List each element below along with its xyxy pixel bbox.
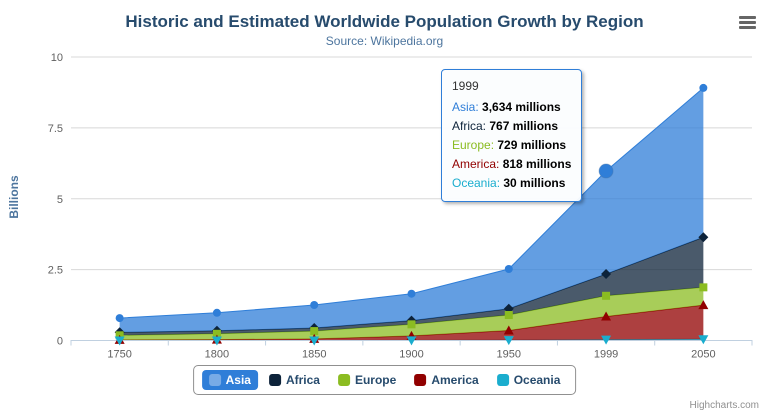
legend-item-label: America — [431, 373, 479, 387]
chart-title: Historic and Estimated Worldwide Populat… — [125, 12, 644, 31]
y-tick-label: 10 — [51, 52, 63, 64]
area-africa[interactable] — [119, 237, 704, 336]
legend-swatch-asia — [208, 374, 221, 386]
tooltip-row-africa: Africa: 767 millions — [452, 119, 559, 133]
tooltip-header: 1999 — [452, 79, 479, 93]
y-tick-label: 5 — [57, 194, 63, 206]
tooltip-row-europe: Europe: 729 millions — [452, 138, 567, 152]
tooltip-row-america: America: 818 millions — [452, 157, 572, 171]
marker-oceania-2050[interactable] — [698, 335, 709, 345]
legend-item-label: Africa — [285, 373, 320, 387]
legend-swatch-africa — [268, 374, 281, 386]
marker-asia-1900[interactable] — [407, 289, 416, 298]
legend-item-label: Oceania — [513, 373, 561, 387]
legend-item-oceania[interactable]: Oceania — [490, 370, 568, 390]
tooltip-rows: Asia: 3,634 millions Africa: 767 millions… — [452, 98, 571, 193]
marker-oceania-1900[interactable] — [406, 336, 417, 346]
x-tick-label: 1999 — [594, 349, 618, 361]
x-tick-label: 2050 — [691, 349, 715, 361]
x-tick-label: 1950 — [497, 349, 521, 361]
y-tick-label: 0 — [57, 336, 63, 348]
marker-america-1999[interactable] — [601, 311, 612, 321]
x-tick-label: 1850 — [302, 349, 326, 361]
marker-asia-1850[interactable] — [310, 301, 319, 310]
marker-america-1950[interactable] — [503, 325, 514, 335]
legend-item-label: Asia — [225, 373, 251, 387]
hamburger-menu-icon[interactable] — [739, 16, 756, 29]
hamburger-bar — [739, 26, 756, 29]
hovered-marker-asia[interactable] — [598, 163, 614, 179]
legend: Asia Africa Europe America Oceania — [192, 365, 577, 395]
marker-asia-1750[interactable] — [115, 314, 124, 323]
legend-item-asia[interactable]: Asia — [201, 370, 258, 390]
legend-item-america[interactable]: America — [407, 370, 485, 390]
tooltip-row-asia: Asia: 3,634 millions — [452, 100, 561, 114]
hamburger-bar — [739, 21, 756, 24]
marker-asia-2050[interactable] — [699, 83, 708, 92]
x-tick-label: 1750 — [107, 349, 131, 361]
marker-asia-1800[interactable] — [212, 308, 221, 317]
legend-swatch-america — [414, 374, 427, 386]
y-tick-label: 2.5 — [48, 265, 63, 277]
marker-oceania-1850[interactable] — [309, 336, 320, 346]
legend-item-africa[interactable]: Africa — [262, 370, 327, 390]
hamburger-bar — [739, 16, 756, 19]
x-tick-label: 1800 — [205, 349, 229, 361]
legend-swatch-europe — [337, 374, 350, 386]
marker-oceania-1750[interactable] — [114, 336, 125, 346]
area-asia[interactable] — [119, 87, 704, 333]
marker-oceania-1950[interactable] — [503, 336, 514, 346]
legend-swatch-oceania — [496, 374, 509, 386]
marker-europe-1850[interactable] — [310, 327, 319, 336]
marker-europe-1900[interactable] — [407, 320, 416, 329]
tooltip: 1999 Asia: 3,634 millions Africa: 767 mil… — [441, 69, 583, 202]
x-tick-label: 1900 — [399, 349, 423, 361]
legend-item-label: Europe — [354, 373, 397, 387]
chart-subtitle: Source: Wikipedia.org — [325, 34, 444, 48]
legend-item-europe[interactable]: Europe — [331, 370, 403, 390]
marker-oceania-1999[interactable] — [601, 335, 612, 345]
marker-africa-1999[interactable] — [601, 269, 612, 280]
marker-africa-2050[interactable] — [698, 232, 709, 243]
y-tick-label: 7.5 — [48, 123, 63, 135]
marker-europe-2050[interactable] — [699, 283, 708, 292]
marker-oceania-1800[interactable] — [211, 336, 222, 346]
marker-europe-1950[interactable] — [504, 311, 513, 320]
marker-america-2050[interactable] — [698, 300, 709, 310]
marker-europe-1999[interactable] — [602, 291, 611, 300]
area-america[interactable] — [119, 305, 704, 341]
credits-link[interactable]: Highcharts.com — [689, 400, 759, 411]
marker-asia-1950[interactable] — [504, 265, 513, 274]
marker-europe-1800[interactable] — [212, 329, 221, 338]
tooltip-row-oceania: Oceania: 30 millions — [452, 176, 566, 190]
